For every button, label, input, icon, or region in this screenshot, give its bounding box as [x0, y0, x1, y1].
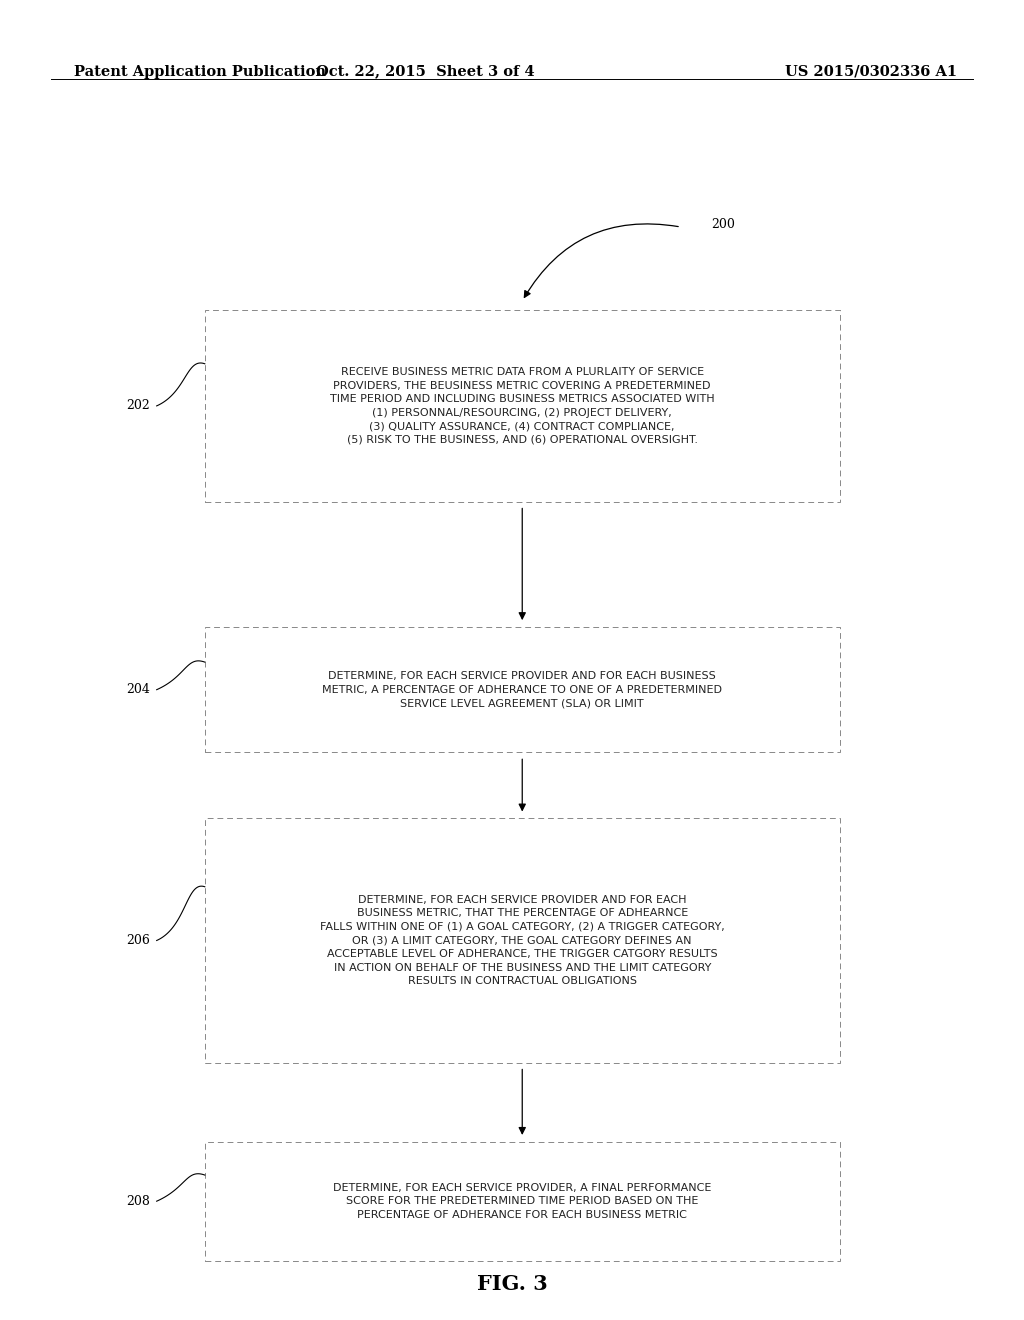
Text: 204: 204: [126, 684, 151, 696]
Text: 208: 208: [126, 1195, 151, 1208]
Text: US 2015/0302336 A1: US 2015/0302336 A1: [785, 65, 957, 79]
Text: DETERMINE, FOR EACH SERVICE PROVIDER AND FOR EACH
BUSINESS METRIC, THAT THE PERC: DETERMINE, FOR EACH SERVICE PROVIDER AND…: [319, 895, 725, 986]
Text: 206: 206: [126, 935, 151, 946]
Text: FIG. 3: FIG. 3: [476, 1274, 548, 1294]
Text: DETERMINE, FOR EACH SERVICE PROVIDER AND FOR EACH BUSINESS
METRIC, A PERCENTAGE : DETERMINE, FOR EACH SERVICE PROVIDER AND…: [323, 671, 722, 709]
FancyBboxPatch shape: [205, 1142, 840, 1261]
FancyBboxPatch shape: [205, 818, 840, 1063]
Text: Oct. 22, 2015  Sheet 3 of 4: Oct. 22, 2015 Sheet 3 of 4: [315, 65, 535, 79]
Text: 202: 202: [126, 400, 151, 412]
FancyBboxPatch shape: [205, 310, 840, 502]
Text: Patent Application Publication: Patent Application Publication: [74, 65, 326, 79]
FancyBboxPatch shape: [205, 627, 840, 752]
Text: 200: 200: [712, 218, 735, 231]
Text: RECEIVE BUSINESS METRIC DATA FROM A PLURLAITY OF SERVICE
PROVIDERS, THE BEUSINES: RECEIVE BUSINESS METRIC DATA FROM A PLUR…: [330, 367, 715, 445]
Text: DETERMINE, FOR EACH SERVICE PROVIDER, A FINAL PERFORMANCE
SCORE FOR THE PREDETER: DETERMINE, FOR EACH SERVICE PROVIDER, A …: [333, 1183, 712, 1220]
